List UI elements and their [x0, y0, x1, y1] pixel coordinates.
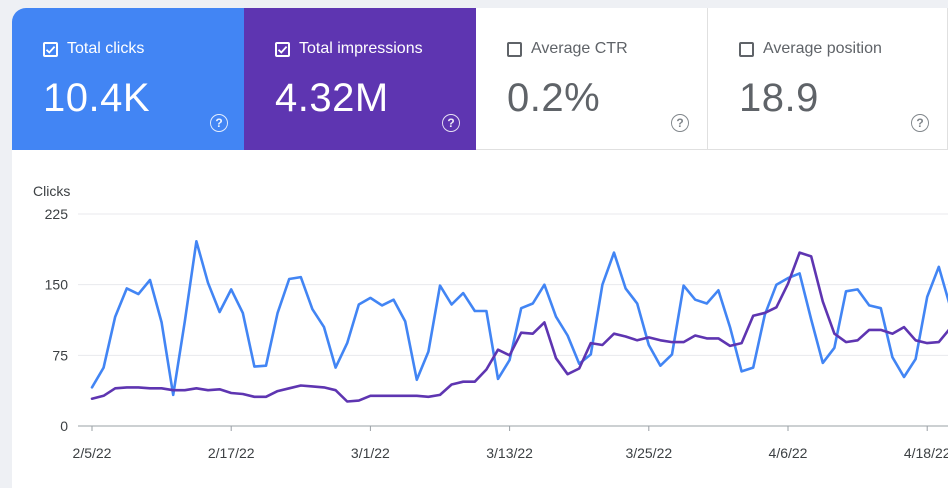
help-icon[interactable]: ?: [442, 114, 460, 132]
average-position-label: Average position: [763, 40, 882, 57]
x-tick-label: 4/6/22: [769, 445, 808, 461]
y-tick-label: 75: [52, 347, 68, 363]
clicks-impressions-chart[interactable]: Clicks 0 75 150 225 2/5/22 2/17/22 3/1/22 3/13…: [0, 0, 948, 472]
x-tick-label: 2/5/22: [73, 445, 112, 461]
average-ctr-label: Average CTR: [531, 40, 628, 57]
total-impressions-checkbox[interactable]: [275, 41, 290, 57]
help-icon[interactable]: ?: [210, 114, 228, 132]
y-tick-label: 225: [45, 206, 69, 222]
average-ctr-card[interactable]: Average CTR 0.2% ?: [476, 8, 708, 150]
total-impressions-card[interactable]: Total impressions 4.32M ?: [244, 8, 476, 150]
total-impressions-label: Total impressions: [299, 40, 423, 57]
x-tick-label: 2/17/22: [208, 445, 255, 461]
total-clicks-checkbox[interactable]: [43, 41, 58, 57]
x-axis-ticks: 2/5/22 2/17/22 3/1/22 3/13/22 3/25/22 4/6/22 4…: [73, 426, 948, 461]
metric-cards: Total clicks 10.4K ? Total impressions 4…: [12, 8, 948, 150]
x-tick-label: 3/13/22: [486, 445, 533, 461]
help-icon[interactable]: ?: [671, 114, 689, 132]
average-position-header: Average position: [739, 39, 882, 59]
x-tick-label: 3/25/22: [625, 445, 672, 461]
check-icon: [45, 45, 56, 54]
average-position-checkbox[interactable]: [739, 41, 754, 57]
y-tick-label: 0: [60, 418, 68, 434]
performance-panel: Total clicks 10.4K ? Total impressions 4…: [12, 8, 948, 488]
total-clicks-series-line[interactable]: [90, 240, 948, 397]
total-clicks-card[interactable]: Total clicks 10.4K ?: [12, 8, 244, 150]
y-axis-title: Clicks: [33, 183, 70, 199]
series-lines: [90, 240, 948, 403]
total-impressions-header: Total impressions: [275, 39, 423, 59]
total-impressions-value: 4.32M: [275, 76, 389, 120]
average-position-value: 18.9: [739, 76, 819, 120]
average-ctr-header: Average CTR: [507, 39, 628, 59]
average-position-card[interactable]: Average position 18.9 ?: [708, 8, 948, 150]
check-icon: [277, 45, 288, 54]
help-icon[interactable]: ?: [911, 114, 929, 132]
total-clicks-label: Total clicks: [67, 40, 145, 57]
total-impressions-series-line[interactable]: [90, 251, 948, 403]
gridlines: [78, 213, 948, 427]
y-tick-label: 150: [45, 277, 69, 293]
total-clicks-value: 10.4K: [43, 76, 151, 120]
x-tick-label: 3/1/22: [351, 445, 390, 461]
total-clicks-header: Total clicks: [43, 39, 144, 59]
y-axis-ticks: 0 75 150 225: [45, 206, 69, 434]
average-ctr-checkbox[interactable]: [507, 41, 522, 57]
x-tick-label: 4/18/22: [904, 445, 948, 461]
average-ctr-value: 0.2%: [507, 76, 601, 120]
